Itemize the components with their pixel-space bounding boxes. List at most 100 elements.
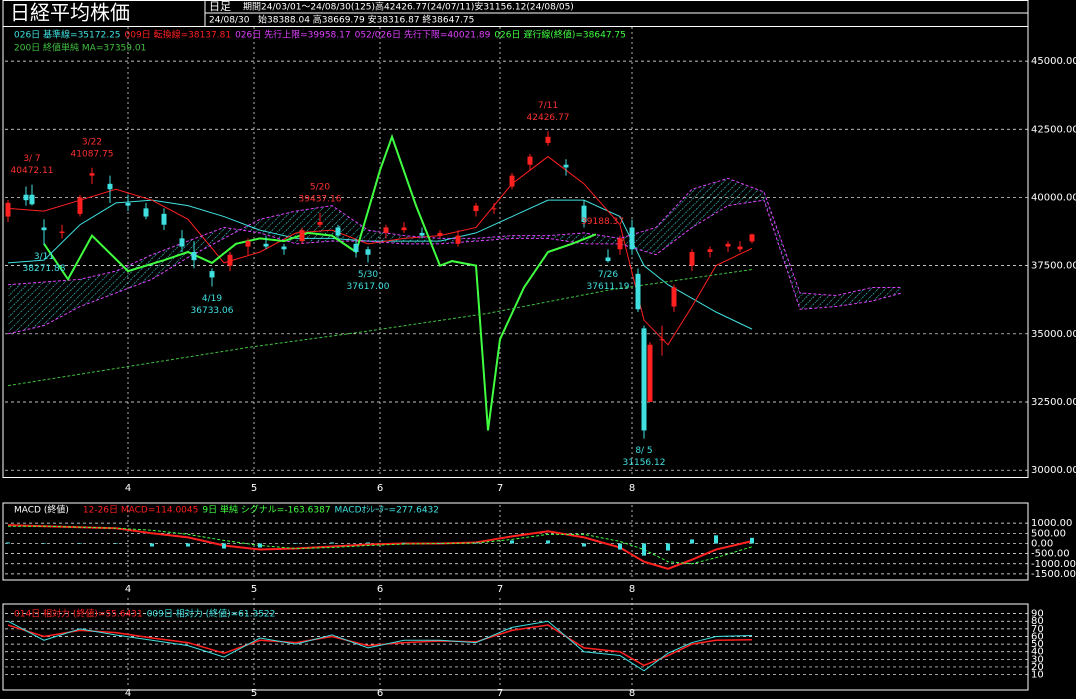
annotation-value: 31156.12: [623, 458, 666, 468]
y-tick-label: 40000.00: [1031, 192, 1076, 203]
legend-entry: 200日 終値単純 MA=37359.01: [14, 42, 146, 54]
candle-body: [353, 243, 359, 252]
candle-body: [749, 234, 755, 242]
candle-body: [725, 243, 731, 247]
candle-body: [209, 271, 215, 278]
histogram-bar: [474, 542, 478, 544]
candle-body: [23, 194, 29, 201]
y-tick-label: 35000.00: [1031, 329, 1076, 340]
y-tick-label: 50: [1031, 639, 1044, 650]
x-tick-label: 7: [497, 584, 503, 595]
histogram-bar: [546, 540, 550, 544]
candle-body: [545, 136, 551, 143]
x-tick-label: 6: [377, 483, 383, 494]
annotation-date: 3/22: [82, 137, 102, 147]
candle-body: [641, 328, 647, 431]
x-tick-label: 6: [377, 688, 383, 699]
legend-entry: 12-26日 MACD=114.0045: [83, 505, 198, 516]
main-frame: [2, 0, 1029, 478]
candle-body: [707, 249, 713, 252]
chart-title: 日経平均株価: [10, 1, 130, 25]
y-tick-label: 1000.00: [1031, 518, 1072, 529]
candle-body: [383, 227, 389, 233]
x-tick-label: 5: [251, 483, 257, 494]
candle-body: [509, 175, 515, 187]
histogram-bar: [642, 543, 646, 556]
y-tick-label: 60: [1031, 631, 1044, 642]
annotation-value: 40472.11: [11, 166, 54, 176]
candle-body: [629, 227, 635, 250]
annotation-value: 38271.88: [23, 264, 66, 274]
y-tick-label: 45000.00: [1031, 56, 1076, 67]
candle-body: [401, 227, 407, 231]
candle-body: [671, 287, 677, 307]
histogram-bar: [666, 543, 670, 551]
indicator-line: [7, 624, 753, 667]
macd-frame: [2, 502, 1029, 581]
legend-entry: 026日 遅行線(終値)=38647.75: [494, 29, 626, 41]
y-tick-label: 32500.00: [1031, 397, 1076, 408]
panel-title: MACD (終値): [14, 504, 69, 516]
histogram-bar: [366, 542, 370, 544]
y-tick-label: 70: [1031, 624, 1044, 635]
candle-body: [263, 243, 269, 247]
annotation-value: 39437.16: [299, 194, 342, 204]
indicator-line: [8, 525, 753, 565]
candle-body: [455, 235, 461, 244]
y-tick-label: 500.00: [1031, 528, 1066, 539]
annotation-date: 8/ 5: [635, 446, 652, 456]
candle-body: [647, 344, 653, 402]
candle-body: [563, 164, 569, 168]
candle-body: [635, 273, 641, 310]
histogram-bar: [510, 540, 514, 544]
candle-body: [143, 208, 149, 217]
histogram-bar: [78, 543, 82, 544]
candle-body: [29, 194, 35, 205]
annotation-value: 41087.75: [71, 149, 114, 159]
candle-body: [77, 197, 83, 214]
candle-body: [299, 230, 305, 242]
candle-body: [605, 257, 611, 262]
title-box: [2, 0, 206, 27]
histogram-bar: [714, 535, 718, 544]
annotation-date: 7/11: [538, 101, 558, 111]
legend-entry: MACDｵｼﾚｰﾀｰ=277.6432: [335, 505, 439, 516]
histogram-bar: [114, 543, 118, 544]
histogram-bar: [150, 543, 154, 547]
annotation-date: 4/19: [202, 294, 222, 304]
x-tick-label: 4: [125, 584, 131, 595]
candle-body: [107, 183, 113, 190]
candle-body: [161, 213, 167, 225]
histogram-bar: [690, 539, 694, 544]
x-tick-label: 8: [629, 483, 635, 494]
y-tick-label: 42500.00: [1031, 124, 1076, 135]
annotation-date: 5/20: [310, 182, 330, 192]
y-tick-label: -1000.00: [1031, 559, 1076, 570]
legend-entry: 026日 基準線=35172.25: [14, 29, 121, 41]
histogram-bar: [294, 543, 298, 544]
histogram-bar: [186, 543, 190, 547]
y-tick-label: -1500.00: [1031, 569, 1076, 580]
indicator-line: [7, 155, 753, 346]
y-tick-label: 30000.00: [1031, 465, 1076, 476]
candle-body: [335, 227, 341, 236]
cloud-fill: [8, 178, 902, 334]
annotation-date: 3/11: [34, 252, 54, 262]
candle-body: [419, 232, 425, 236]
y-tick-label: 80: [1031, 616, 1044, 627]
x-tick-label: 8: [629, 688, 635, 699]
y-tick-label: 10: [1031, 670, 1044, 681]
legend-entry: 014日 相対力 (終値)=55.6431: [14, 608, 143, 620]
annotation-date: 5/30: [358, 270, 378, 280]
candle-body: [491, 208, 497, 210]
candle-body: [179, 238, 185, 247]
histogram-bar: [618, 543, 622, 550]
legend-entry: 026日 先行上限=39958.17: [235, 29, 351, 41]
candle-body: [59, 231, 65, 233]
legend-entry: 9日 単純 シグナル=-163.6387: [202, 504, 330, 516]
histogram-bar: [42, 543, 46, 544]
candle-body: [737, 246, 743, 250]
period-info: 期間24/03/01〜24/08/30(125)高42426.77(24/07/…: [243, 1, 574, 13]
